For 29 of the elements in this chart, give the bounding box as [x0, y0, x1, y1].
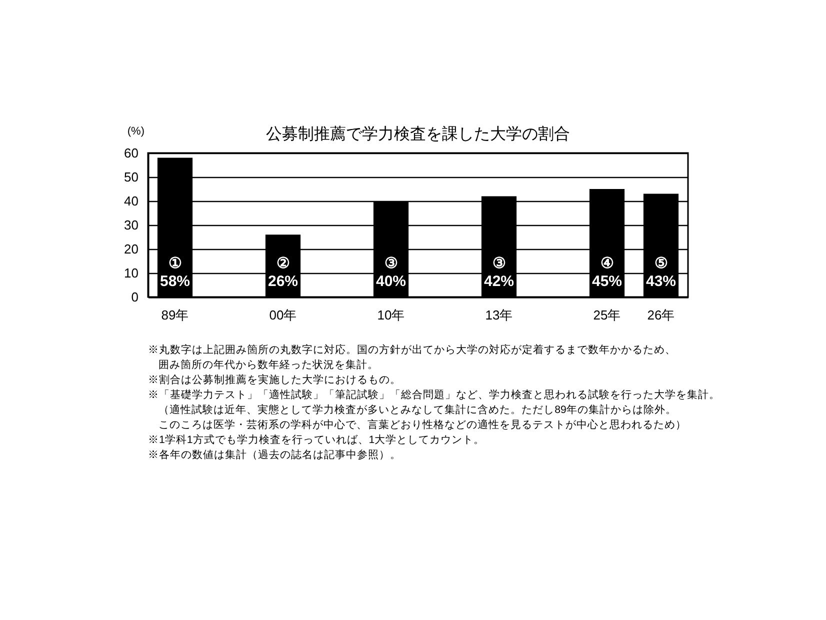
- y-tick-label: 30: [124, 218, 138, 232]
- y-tick-label: 20: [124, 242, 138, 256]
- x-tick-label: 13年: [485, 308, 513, 322]
- text: このころは医学・芸術系の学科が中心で、言葉どおり性格などの適性を見るテストが中心と思われるため）: [158, 418, 687, 431]
- text: ※割合は公募制推薦を実施した大学におけるもの。: [148, 373, 401, 386]
- data-label: ④ 45%: [592, 255, 622, 290]
- x-tick-label: 89年: [161, 308, 189, 322]
- x-tick-label: 25年: [593, 308, 621, 322]
- x-tick-label: 26年: [647, 308, 675, 322]
- text: 囲み箇所の年代から数年経った状況を集計。: [158, 358, 379, 371]
- chart-title: 公募制推薦で学力検査を課した大学の割合: [266, 125, 570, 143]
- data-label: ③ 40%: [376, 255, 406, 290]
- y-axis-title: (%): [127, 126, 144, 138]
- data-label: ⑤ 43%: [646, 255, 676, 290]
- text: ※1学科1方式でも学力検査を行っていれば、1大学としてカウント。: [148, 433, 485, 446]
- y-tick-label: 10: [124, 266, 138, 280]
- y-tick-label: 60: [124, 146, 138, 160]
- data-label: ② 26%: [268, 255, 298, 290]
- y-tick-label: 50: [124, 170, 138, 184]
- text: ※「基礎学力テスト」「適性試験」「筆記試験」「総合問題」など、学力検査と思われる試験を行った大学を集計。: [148, 388, 720, 401]
- data-label: ① 58%: [160, 255, 190, 290]
- x-tick-label: 00年: [269, 308, 297, 322]
- text: ※丸数字は上記囲み箇所の丸数字に対応。国の方針が出てから大学の対応が定着するまで数年かかるため、: [148, 343, 676, 356]
- y-tick-label: 0: [131, 290, 138, 304]
- text: （適性試験は近年、実態として学力検査が多いとみなして集計に含めた。ただし89年の集計からは除外。: [158, 403, 676, 416]
- x-tick-label: 10年: [377, 308, 405, 322]
- y-tick-label: 40: [124, 194, 138, 208]
- text: ※各年の数値は集計（過去の誌名は記事中参照）。: [148, 448, 401, 461]
- data-label: ③ 42%: [484, 255, 514, 290]
